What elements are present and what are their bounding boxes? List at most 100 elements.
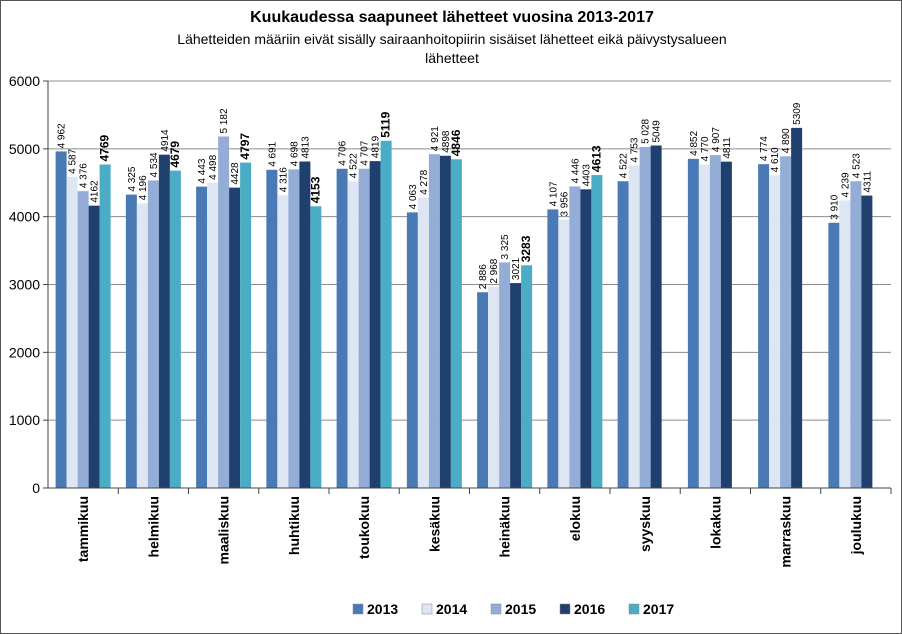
data-label: 4 691 [267, 141, 278, 166]
bar-2014-toukokuu [347, 181, 359, 488]
data-label: 4 962 [57, 123, 68, 148]
data-label: 4 107 [548, 181, 559, 206]
data-label: 4428 [230, 162, 241, 185]
bar-2017-tammikuu [99, 164, 111, 488]
data-label: 4819 [371, 135, 382, 158]
bar-2014-tammikuu [66, 176, 78, 488]
bar-2015-lokakuu [709, 155, 721, 488]
bar-2015-toukokuu [358, 168, 370, 488]
x-tick-label: kesäkuu [426, 496, 442, 552]
x-tick-label: syyskuu [637, 496, 653, 552]
bar-2016-tammikuu [88, 205, 100, 488]
data-label: 4 376 [79, 163, 90, 188]
chart-title: Kuukaudessa saapuneet lähetteet vuosina … [250, 9, 654, 26]
y-tick-label: 1000 [9, 412, 40, 428]
legend-swatch-2016 [559, 603, 571, 615]
bar-2015-tammikuu [77, 191, 89, 489]
bar-2014-marraskuu [769, 175, 781, 488]
legend-label-2016: 2016 [574, 601, 605, 617]
data-label: 3 325 [500, 234, 511, 259]
data-label: 4 534 [149, 152, 160, 177]
bar-2015-marraskuu [780, 156, 792, 489]
legend-label-2015: 2015 [505, 601, 536, 617]
bar-2013-heinäkuu [477, 292, 489, 488]
data-label: 3283 [519, 235, 533, 262]
y-tick-label: 0 [32, 480, 40, 496]
bar-2016-marraskuu [791, 127, 803, 488]
data-label: 4 707 [360, 140, 371, 165]
x-tick-label: joulukuu [848, 496, 864, 555]
bar-2016-maaliskuu [229, 187, 241, 488]
data-label: 4 523 [851, 153, 862, 178]
data-label: 5309 [792, 102, 803, 125]
data-label: 4 774 [759, 136, 770, 161]
bar-2016-huhtikuu [299, 161, 311, 488]
y-tick-label: 4000 [9, 209, 40, 225]
data-label: 4613 [589, 145, 603, 172]
bar-2013-marraskuu [758, 164, 770, 488]
data-label: 4 890 [781, 128, 792, 153]
data-label: 4 498 [208, 154, 219, 179]
legend-swatch-2015 [490, 603, 502, 615]
gridlines [48, 80, 891, 421]
bar-2016-elokuu [580, 189, 592, 488]
bar-2013-lokakuu [687, 158, 699, 488]
data-label: 4811 [722, 137, 733, 159]
bar-2015-kesäkuu [428, 154, 440, 488]
bar-2014-kesäkuu [417, 197, 429, 488]
data-label: 4 239 [840, 172, 851, 197]
data-label: 4846 [449, 129, 463, 156]
data-label: 4 443 [197, 158, 208, 183]
data-label: 4914 [160, 129, 171, 152]
bar-2013-tammikuu [55, 151, 67, 488]
bar-2014-elokuu [558, 219, 570, 488]
y-tick-label: 2000 [9, 344, 40, 360]
bar-2017-elokuu [591, 175, 603, 488]
x-tick-label: helmikuu [145, 496, 161, 557]
data-label: 4 921 [430, 126, 441, 151]
bar-2013-helmikuu [125, 194, 137, 488]
bar-2016-helmikuu [158, 154, 170, 489]
legend: 2013 2014 2015 2016 2017 [352, 601, 674, 617]
bar-2015-syyskuu [639, 146, 651, 488]
data-label: 4 587 [68, 148, 79, 173]
bars [55, 127, 873, 489]
bar-2014-huhtikuu [277, 195, 289, 489]
bar-2017-kesäkuu [450, 159, 462, 488]
data-label: 4813 [300, 136, 311, 159]
data-label: 4 446 [570, 158, 581, 183]
bar-2014-joulukuu [839, 200, 851, 488]
x-tick-label: maaliskuu [216, 496, 232, 564]
bar-2013-kesäkuu [406, 212, 418, 488]
data-label: 4403 [581, 164, 592, 187]
x-tick-label: lokakuu [707, 496, 723, 549]
legend-swatch-2013 [352, 603, 364, 615]
bar-2017-huhtikuu [310, 206, 322, 489]
legend-label-2017: 2017 [643, 601, 674, 617]
bar-2014-lokakuu [698, 164, 710, 488]
bar-2014-maaliskuu [207, 182, 219, 488]
y-tick-label: 5000 [9, 141, 40, 157]
data-label: 4 196 [138, 175, 149, 200]
bar-2015-huhtikuu [288, 169, 300, 488]
x-tick-label: marraskuu [778, 496, 794, 568]
data-label: 4 753 [630, 137, 641, 162]
data-label: 4 698 [289, 141, 300, 166]
data-label: 5 182 [219, 108, 230, 133]
chart-subtitle-line-1: Lähetteiden määriin eivät sisälly sairaa… [177, 31, 726, 47]
data-label: 4 522 [619, 153, 630, 178]
bar-2013-syyskuu [617, 181, 629, 488]
bar-2016-syyskuu [650, 145, 662, 488]
x-tick-label: toukokuu [356, 496, 372, 559]
bar-2015-helmikuu [147, 180, 159, 488]
legend-swatch-2017 [628, 603, 640, 615]
bar-2014-helmikuu [136, 203, 148, 488]
x-tick-label: elokuu [567, 496, 583, 541]
bar-2017-maaliskuu [240, 162, 252, 488]
legend-swatch-2014 [421, 603, 433, 615]
data-label: 4 063 [408, 184, 419, 209]
bar-2013-toukokuu [336, 168, 348, 488]
bar-2016-toukokuu [369, 161, 381, 489]
bar-2015-elokuu [569, 186, 581, 488]
